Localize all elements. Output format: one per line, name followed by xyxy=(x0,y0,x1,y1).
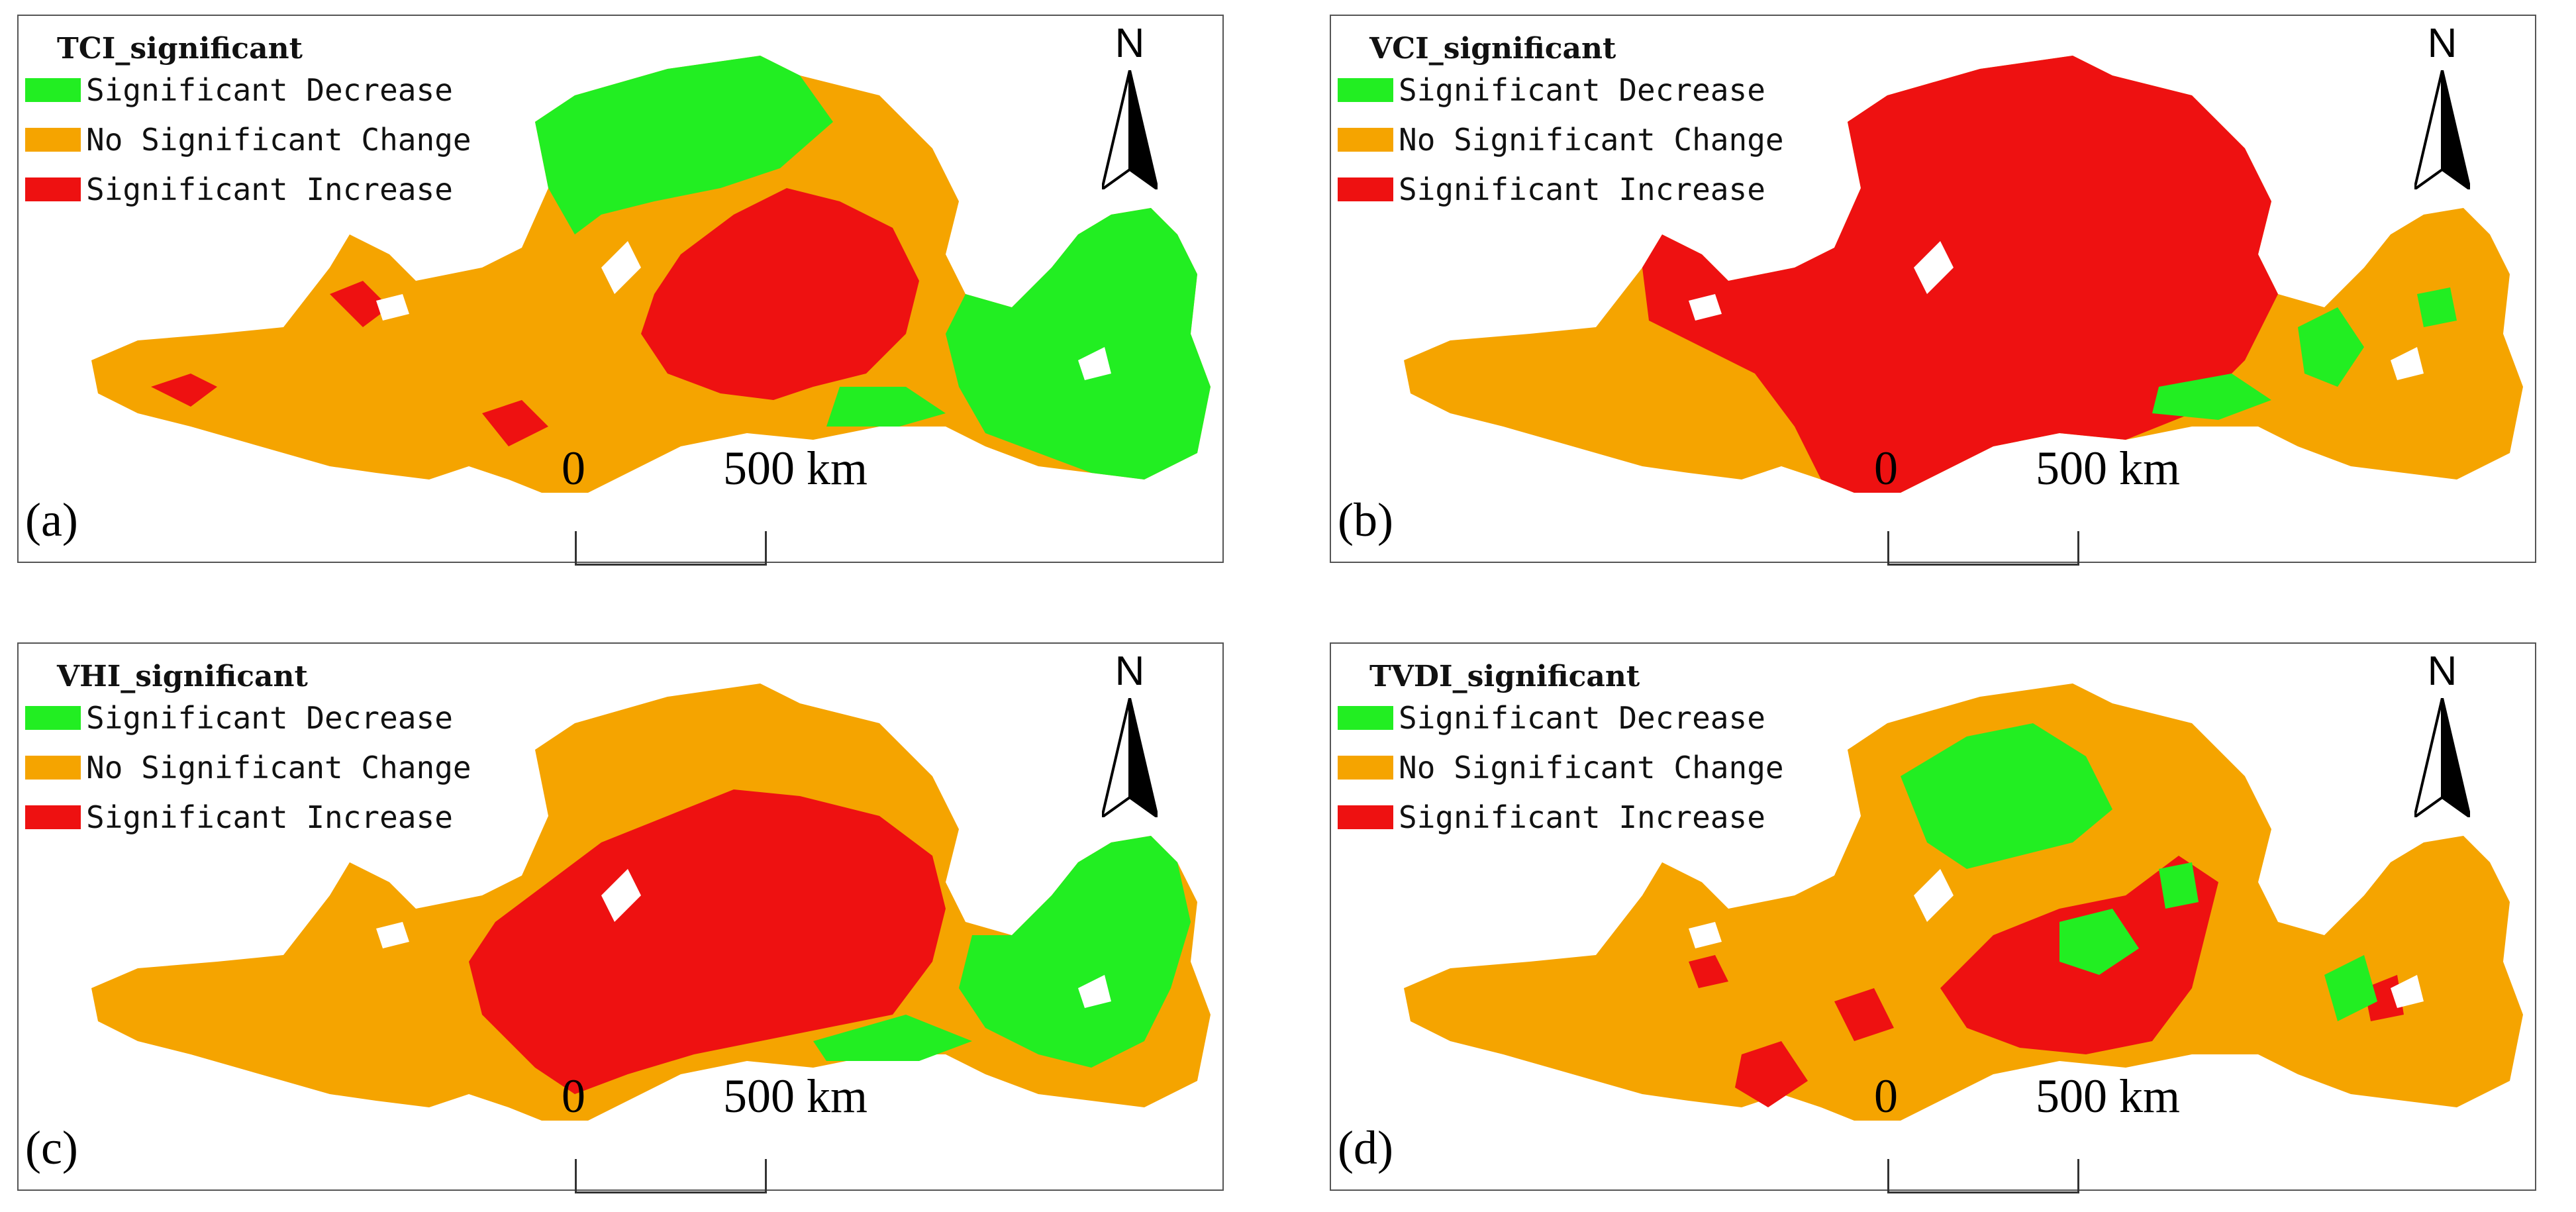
legend-item-increase: Significant Increase xyxy=(1338,792,1784,842)
north-arrow-icon xyxy=(1102,70,1158,189)
scale-zero-label: 0 xyxy=(1874,442,1898,495)
region-map-b xyxy=(1404,56,2523,493)
legend-label-nochange: No Significant Change xyxy=(86,121,471,158)
scale-zero-label: 0 xyxy=(1874,1070,1898,1123)
scale-distance-label: 500 km xyxy=(723,1070,868,1123)
scale-zero-label: 0 xyxy=(562,442,585,495)
legend: Significant Decrease No Significant Chan… xyxy=(25,65,471,214)
legend-swatch-nochange xyxy=(1338,127,1393,152)
panel-tag: (b) xyxy=(1338,493,1393,546)
north-arrow-icon xyxy=(1102,698,1158,817)
region-map-d xyxy=(1404,683,2523,1121)
legend-label-increase: Significant Increase xyxy=(86,799,453,835)
legend-item-decrease: Significant Decrease xyxy=(25,65,471,115)
legend-swatch-nochange xyxy=(25,127,81,152)
panel-title: VCI_significant xyxy=(1369,32,1616,66)
scale-bar xyxy=(1887,1159,2079,1193)
legend-item-nochange: No Significant Change xyxy=(25,742,471,792)
map-panel-b: VCI_significant Significant Decrease No … xyxy=(1330,15,2536,566)
panel-tag: (d) xyxy=(1338,1121,1393,1174)
legend-swatch-decrease xyxy=(25,77,81,102)
panel-title: TVDI_significant xyxy=(1369,660,1640,693)
legend-label-increase: Significant Increase xyxy=(86,171,453,207)
north-arrow: N xyxy=(1077,20,1183,192)
north-arrow: N xyxy=(2389,648,2495,820)
north-label: N xyxy=(1115,21,1145,66)
north-arrow-icon xyxy=(2414,70,2470,189)
scale-bar xyxy=(575,531,767,566)
legend-label-nochange: No Significant Change xyxy=(86,749,471,785)
panel-tag: (a) xyxy=(25,493,78,546)
legend-swatch-increase xyxy=(25,177,81,201)
legend-item-nochange: No Significant Change xyxy=(25,115,471,164)
legend-item-decrease: Significant Decrease xyxy=(1338,693,1784,742)
scale-zero-label: 0 xyxy=(562,1070,585,1123)
legend-swatch-decrease xyxy=(25,705,81,730)
legend-label-nochange: No Significant Change xyxy=(1399,749,1784,785)
north-label: N xyxy=(1115,648,1145,694)
scale-bar xyxy=(1887,531,2079,566)
legend-label-increase: Significant Increase xyxy=(1399,171,1765,207)
panel-tag: (c) xyxy=(25,1121,78,1174)
legend-item-nochange: No Significant Change xyxy=(1338,742,1784,792)
map-panel-c: VHI_significant Significant Decrease No … xyxy=(17,642,1224,1193)
scale-bar xyxy=(575,1159,767,1193)
north-arrow: N xyxy=(2389,20,2495,192)
north-label: N xyxy=(2427,21,2457,66)
north-arrow-icon xyxy=(2414,698,2470,817)
scale-distance-label: 500 km xyxy=(2036,442,2181,495)
legend-item-decrease: Significant Decrease xyxy=(25,693,471,742)
legend: Significant Decrease No Significant Chan… xyxy=(1338,693,1784,842)
legend-label-decrease: Significant Decrease xyxy=(86,72,453,108)
legend-label-decrease: Significant Decrease xyxy=(1399,699,1765,736)
legend-label-decrease: Significant Decrease xyxy=(86,699,453,736)
legend-item-decrease: Significant Decrease xyxy=(1338,65,1784,115)
legend-item-increase: Significant Increase xyxy=(25,792,471,842)
legend-swatch-nochange xyxy=(25,755,81,780)
legend-swatch-decrease xyxy=(1338,705,1393,730)
legend: Significant Decrease No Significant Chan… xyxy=(1338,65,1784,214)
region-map-c xyxy=(91,683,1211,1121)
map-panel-a: TCI_significant Significant Decrease No … xyxy=(17,15,1224,566)
legend-item-increase: Significant Increase xyxy=(1338,164,1784,214)
scale-distance-label: 500 km xyxy=(723,442,868,495)
north-label: N xyxy=(2427,648,2457,694)
legend-label-increase: Significant Increase xyxy=(1399,799,1765,835)
legend: Significant Decrease No Significant Chan… xyxy=(25,693,471,842)
legend-swatch-increase xyxy=(1338,177,1393,201)
legend-label-decrease: Significant Decrease xyxy=(1399,72,1765,108)
legend-item-nochange: No Significant Change xyxy=(1338,115,1784,164)
legend-item-increase: Significant Increase xyxy=(25,164,471,214)
scale-distance-label: 500 km xyxy=(2036,1070,2181,1123)
map-panel-d: TVDI_significant Significant Decrease No… xyxy=(1330,642,2536,1193)
legend-label-nochange: No Significant Change xyxy=(1399,121,1784,158)
north-arrow: N xyxy=(1077,648,1183,820)
legend-swatch-decrease xyxy=(1338,77,1393,102)
panel-title: TCI_significant xyxy=(57,32,303,66)
panel-title: VHI_significant xyxy=(57,660,308,693)
legend-swatch-nochange xyxy=(1338,755,1393,780)
legend-swatch-increase xyxy=(1338,805,1393,829)
legend-swatch-increase xyxy=(25,805,81,829)
region-map-a xyxy=(91,56,1211,493)
